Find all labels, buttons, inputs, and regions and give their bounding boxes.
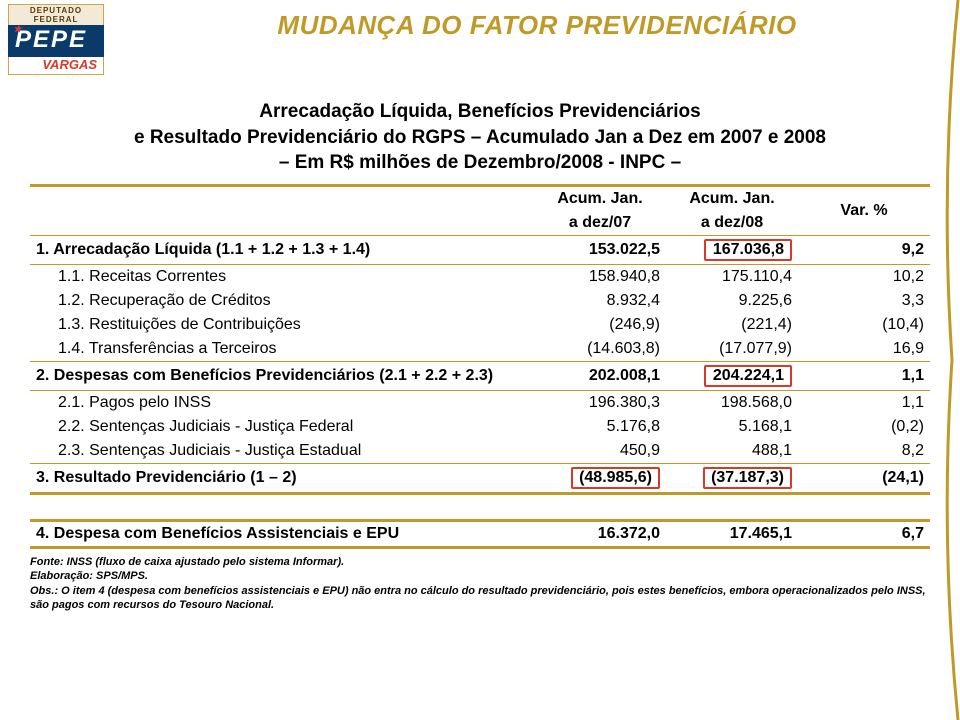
row-val: 16.372,0 [534, 520, 666, 547]
row-label: 3. Resultado Previdenciário (1 – 2) [30, 463, 534, 493]
subtitle-line-2: e Resultado Previdenciário do RGPS – Acu… [50, 125, 910, 151]
row-label: 1.1. Receitas Correntes [30, 264, 534, 289]
table-row: 1.2. Recuperação de Créditos 8.932,4 9.2… [30, 289, 930, 313]
row-label: 2. Despesas com Benefícios Previdenciári… [30, 361, 534, 390]
logo-surname: VARGAS [8, 57, 104, 75]
table-row: 2.1. Pagos pelo INSS 196.380,3 198.568,0… [30, 390, 930, 415]
row-val-highlight: 167.036,8 [666, 235, 798, 264]
row-label: 4. Despesa com Benefícios Assistenciais … [30, 520, 534, 547]
subtitle: Arrecadação Líquida, Benefícios Previden… [50, 99, 910, 176]
row-val: (246,9) [534, 313, 666, 337]
table-row: 2.3. Sentenças Judiciais - Justiça Estad… [30, 439, 930, 464]
subtitle-line-3: – Em R$ milhões de Dezembro/2008 - INPC … [50, 150, 910, 176]
row-val: 198.568,0 [666, 390, 798, 415]
subtitle-line-1: Arrecadação Líquida, Benefícios Previden… [50, 99, 910, 125]
table-row: 1. Arrecadação Líquida (1.1 + 1.2 + 1.3 … [30, 235, 930, 264]
row-val: 9.225,6 [666, 289, 798, 313]
row-val: 10,2 [798, 264, 930, 289]
row-val: (14.603,8) [534, 337, 666, 362]
row-val: 450,9 [534, 439, 666, 464]
col-header-3: Var. % [798, 185, 930, 235]
row-val-highlight: (37.187,3) [666, 463, 798, 493]
row-val: 6,7 [798, 520, 930, 547]
footnote-source: Fonte: INSS (fluxo de caixa ajustado pel… [30, 555, 930, 569]
row-val: 1,1 [798, 361, 930, 390]
row-val: (17.077,9) [666, 337, 798, 362]
table-row: 2. Despesas com Benefícios Previdenciári… [30, 361, 930, 390]
table-row: 3. Resultado Previdenciário (1 – 2) (48.… [30, 463, 930, 493]
row-val: (0,2) [798, 415, 930, 439]
row-val: 1,1 [798, 390, 930, 415]
page-title: MUDANÇA DO FATOR PREVIDENCIÁRIO [122, 10, 952, 41]
row-val: 16,9 [798, 337, 930, 362]
logo: DEPUTADO FEDERAL ★ PEPE VARGAS [8, 4, 104, 75]
row-val: 5.176,8 [534, 415, 666, 439]
row-label: 1.4. Transferências a Terceiros [30, 337, 534, 362]
row-val: 17.465,1 [666, 520, 798, 547]
table-row: 1.3. Restituições de Contribuições (246,… [30, 313, 930, 337]
star-icon: ★ [13, 24, 24, 35]
table-row: 1.4. Transferências a Terceiros (14.603,… [30, 337, 930, 362]
logo-name: ★ PEPE [8, 25, 104, 57]
data-table: Acum. Jan. Acum. Jan. Var. % a dez/07 a … [30, 184, 930, 549]
row-label: 1.3. Restituições de Contribuições [30, 313, 534, 337]
row-val: (10,4) [798, 313, 930, 337]
row-val: (221,4) [666, 313, 798, 337]
row-val: (24,1) [798, 463, 930, 493]
header: DEPUTADO FEDERAL ★ PEPE VARGAS MUDANÇA D… [0, 0, 960, 75]
footnote-obs: Obs.: O item 4 (despesa com benefícios a… [30, 584, 930, 613]
logo-name-text: PEPE [15, 26, 87, 53]
table-row: 2.2. Sentenças Judiciais - Justiça Feder… [30, 415, 930, 439]
row-val-highlight: (48.985,6) [534, 463, 666, 493]
logo-top-text: DEPUTADO FEDERAL [8, 4, 104, 25]
row-label: 2.2. Sentenças Judiciais - Justiça Feder… [30, 415, 534, 439]
row-label: 1.2. Recuperação de Créditos [30, 289, 534, 313]
side-brace-icon [938, 0, 960, 720]
footnote: Fonte: INSS (fluxo de caixa ajustado pel… [30, 555, 930, 612]
row-val: 9,2 [798, 235, 930, 264]
col-header-2-line-1: Acum. Jan. [666, 185, 798, 211]
row-val: 5.168,1 [666, 415, 798, 439]
row-val: 158.940,8 [534, 264, 666, 289]
table-row: 4. Despesa com Benefícios Assistenciais … [30, 520, 930, 547]
col-header-1-line-2: a dez/07 [534, 211, 666, 236]
row-label: 2.3. Sentenças Judiciais - Justiça Estad… [30, 439, 534, 464]
row-label: 2.1. Pagos pelo INSS [30, 390, 534, 415]
row-label: 1. Arrecadação Líquida (1.1 + 1.2 + 1.3 … [30, 235, 534, 264]
col-header-2-line-2: a dez/08 [666, 211, 798, 236]
row-val-highlight: 204.224,1 [666, 361, 798, 390]
row-val: 8,2 [798, 439, 930, 464]
row-val: 196.380,3 [534, 390, 666, 415]
row-val: 175.110,4 [666, 264, 798, 289]
row-val: 3,3 [798, 289, 930, 313]
row-val: 202.008,1 [534, 361, 666, 390]
table-row: 1.1. Receitas Correntes 158.940,8 175.11… [30, 264, 930, 289]
col-header-1-line-1: Acum. Jan. [534, 185, 666, 211]
footnote-elab: Elaboração: SPS/MPS. [30, 569, 930, 583]
row-val: 488,1 [666, 439, 798, 464]
row-val: 8.932,4 [534, 289, 666, 313]
row-val: 153.022,5 [534, 235, 666, 264]
